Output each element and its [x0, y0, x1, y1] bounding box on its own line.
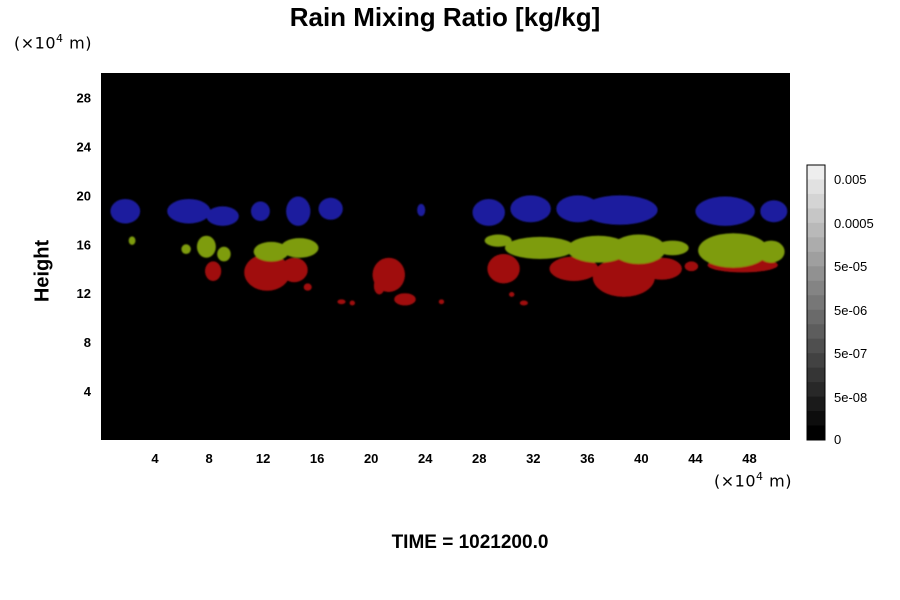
x-tick-label: 16 — [310, 451, 324, 466]
rain-region-green-10 — [656, 240, 689, 256]
colorbar-label: 0.0005 — [834, 216, 874, 231]
rain-region-blue-0 — [110, 199, 141, 224]
colorbar-level — [807, 237, 825, 253]
rain-region-blue-12 — [760, 200, 788, 223]
rain-region-red-9 — [438, 299, 445, 305]
x-tick-label: 40 — [634, 451, 648, 466]
colorbar-level — [807, 193, 825, 209]
colorbar-level — [807, 324, 825, 340]
colorbar-level — [807, 425, 825, 441]
rain-region-green-8 — [567, 235, 630, 263]
rain-region-red-14 — [592, 257, 655, 297]
rain-region-green-7 — [504, 236, 576, 259]
colorbar-level — [807, 222, 825, 238]
colorbar-level — [807, 338, 825, 354]
rain-regions — [110, 195, 788, 306]
plot-area — [101, 73, 790, 440]
rain-region-blue-7 — [472, 199, 505, 226]
colorbar-level — [807, 295, 825, 311]
y-tick-label: 24 — [77, 139, 92, 154]
chart-title: Rain Mixing Ratio [kg/kg] — [289, 2, 601, 32]
rain-region-blue-8 — [510, 195, 551, 223]
y-tick-label: 28 — [77, 90, 91, 105]
colorbar-level — [807, 208, 825, 224]
colorbar-level — [807, 396, 825, 412]
x-tick-label: 44 — [688, 451, 703, 466]
rain-region-blue-4 — [286, 196, 311, 226]
rain-region-blue-5 — [318, 197, 343, 220]
y-tick-labels: 4 8 12 16 20 24 28 — [77, 90, 92, 399]
colorbar-level — [807, 280, 825, 296]
x-tick-label: 48 — [742, 451, 756, 466]
rain-region-red-11 — [508, 291, 515, 297]
rain-region-green-3 — [217, 246, 231, 262]
rain-region-blue-6 — [417, 203, 426, 217]
rain-region-red-1 — [244, 254, 291, 291]
rain-region-blue-2 — [206, 206, 239, 226]
rain-region-green-6 — [484, 234, 512, 247]
x-axis-unit: (×104 m) — [714, 470, 792, 491]
colorbar-level — [807, 179, 825, 195]
y-tick-label: 12 — [77, 286, 91, 301]
colorbar-level — [807, 251, 825, 267]
rain-region-blue-1 — [167, 199, 211, 224]
rain-region-red-7 — [373, 277, 385, 295]
rain-region-blue-10 — [581, 195, 658, 225]
y-axis-unit: (×104 m) — [14, 32, 92, 53]
rain-region-green-0 — [128, 236, 136, 245]
rain-region-red-0 — [205, 261, 222, 281]
rain-region-red-4 — [337, 299, 346, 305]
rain-region-red-3 — [303, 283, 312, 291]
colorbar-label: 5e-06 — [834, 303, 867, 318]
rain-region-blue-3 — [250, 201, 270, 222]
x-tick-labels: 4 8 12 16 20 24 28 32 36 40 44 48 — [151, 451, 756, 466]
y-tick-label: 16 — [77, 237, 91, 252]
y-tick-label: 4 — [84, 384, 92, 399]
colorbar-label: 5e-07 — [834, 346, 867, 361]
colorbar-label: 5e-05 — [834, 259, 867, 274]
colorbar-level — [807, 411, 825, 427]
rain-region-green-12 — [757, 240, 785, 263]
rain-region-red-8 — [394, 293, 416, 306]
rain-region-red-16 — [684, 261, 699, 272]
rain-region-green-2 — [196, 235, 216, 258]
y-tick-label: 8 — [84, 335, 91, 350]
x-tick-label: 8 — [205, 451, 212, 466]
y-tick-label: 20 — [77, 188, 91, 203]
rain-region-red-5 — [349, 300, 355, 306]
rain-region-green-9 — [611, 234, 666, 264]
x-tick-label: 36 — [580, 451, 594, 466]
x-tick-label: 20 — [364, 451, 378, 466]
colorbar-level — [807, 266, 825, 282]
colorbar-label: 0.005 — [834, 172, 867, 187]
rain-region-green-5 — [280, 238, 319, 258]
time-label: TIME = 1021200.0 — [391, 532, 549, 553]
x-tick-label: 24 — [418, 451, 433, 466]
x-tick-label: 28 — [472, 451, 486, 466]
x-tick-label: 12 — [256, 451, 270, 466]
rain-region-blue-11 — [695, 196, 755, 226]
colorbar-frame — [806, 164, 826, 441]
rain-region-red-10 — [487, 254, 520, 284]
rain-region-green-1 — [181, 244, 191, 255]
rain-region-red-15 — [641, 257, 682, 280]
rain-region-red-12 — [519, 300, 528, 306]
colorbar: 0.005 0.0005 5e-05 5e-06 5e-07 5e-08 0 — [806, 164, 874, 447]
rain-region-green-11 — [698, 233, 769, 268]
colorbar-level — [807, 382, 825, 398]
colorbar-label: 5e-08 — [834, 390, 867, 405]
colorbar-level — [807, 309, 825, 325]
colorbar-label: 0 — [834, 432, 841, 447]
rain-region-red-13 — [549, 256, 599, 281]
colorbar-level — [807, 353, 825, 369]
x-tick-label: 32 — [526, 451, 540, 466]
rain-region-green-4 — [253, 241, 289, 262]
x-tick-label: 4 — [151, 451, 159, 466]
rain-region-red-2 — [280, 257, 308, 283]
colorbar-level — [807, 367, 825, 383]
colorbar-level — [807, 165, 825, 180]
